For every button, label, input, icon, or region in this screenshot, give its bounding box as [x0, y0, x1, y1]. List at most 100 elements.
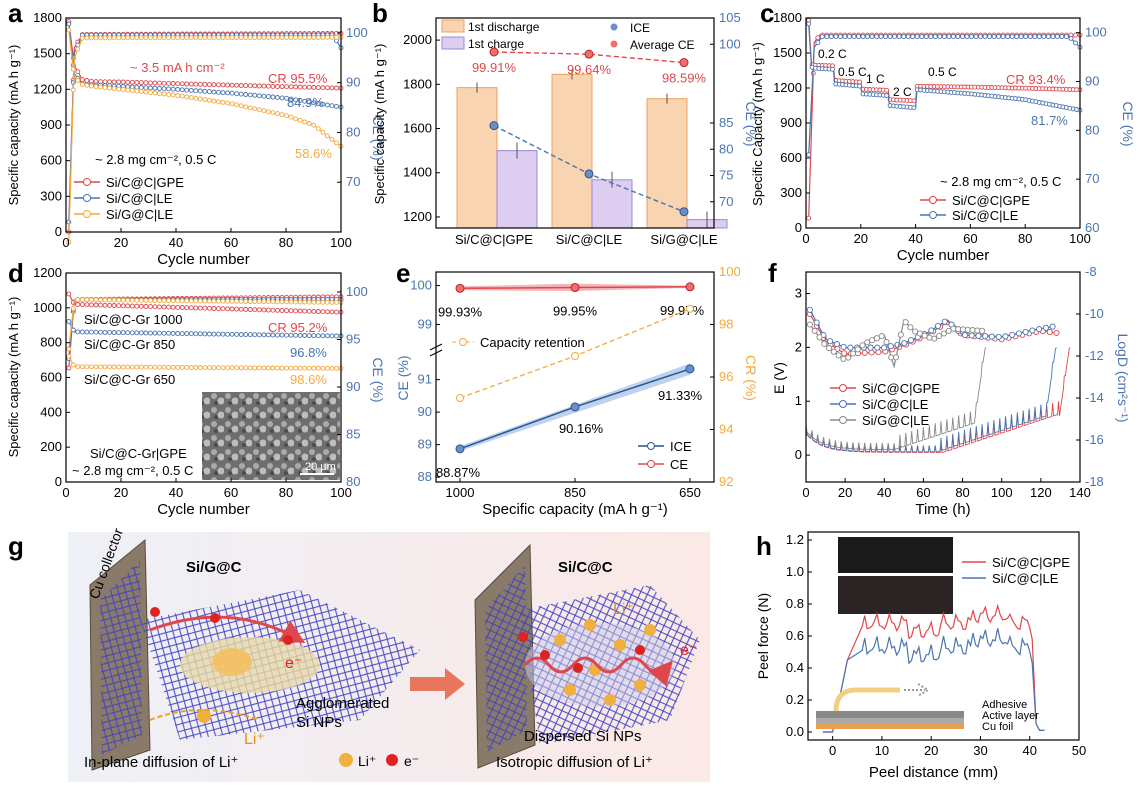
d-ce-2-point	[120, 297, 126, 303]
d-cap-2-point	[152, 364, 158, 370]
d-cap-2-point	[243, 365, 249, 371]
f-logd-1-point	[941, 318, 948, 325]
a-ce-Si/G@C|LE-point	[102, 35, 108, 41]
e-retention-point	[456, 394, 464, 402]
x-tick-label: 120	[1030, 485, 1052, 500]
c-ce-le-point	[1041, 34, 1047, 40]
a-cap-Si/C@C|LE-point	[279, 95, 285, 101]
a-cap-Si/G@C|LE-point	[166, 92, 172, 97]
d-cap-2-point	[188, 365, 194, 370]
a-ce-Si/G@C|LE-point	[265, 35, 271, 40]
c-rate-label: 0.5 C	[928, 65, 957, 79]
c-cap-le-point	[830, 66, 835, 72]
x-tick-label: 0	[802, 485, 809, 500]
a-ce-Si/G@C|LE-point	[79, 35, 85, 41]
a-cap-Si/C@C|LE-point	[202, 88, 208, 94]
y-tick-label: 1800	[773, 10, 802, 25]
d-cap-2-point	[134, 364, 140, 370]
panel-a: 0 20 40 60 80 100 0 300 600 900 1200 1500 1800 70 80 90…	[6, 10, 386, 268]
panel-b: Si/C@C|GPE Si/C@C|LE Si/G@C|LE 99.91% 99.64%…	[372, 10, 759, 247]
y-tick-label: 0	[55, 474, 62, 489]
d-cap-0-point	[252, 307, 258, 313]
c-ce-le-point	[1068, 35, 1074, 41]
x-tick-label: 140	[1069, 485, 1091, 500]
c-cap-gpe-point	[857, 79, 863, 85]
d-ce-2-point	[261, 299, 267, 305]
d-ce-2-point	[143, 297, 149, 303]
b-legend-ice-marker	[610, 23, 618, 31]
a-ce-Si/G@C|LE-point	[261, 35, 267, 41]
d-cap-1-point	[170, 330, 176, 336]
c-ce-le-point	[996, 34, 1002, 40]
c-ce-le-point	[1005, 34, 1011, 40]
c-ce-gpe-point	[1073, 32, 1078, 38]
d-cap-1-point	[102, 329, 108, 335]
a-ce-Si/G@C|LE-point	[84, 35, 90, 41]
a-cr-label: CR 95.5%	[268, 71, 328, 86]
d-cap-1-point	[234, 331, 240, 337]
a-cap-Si/G@C|LE-point	[247, 105, 253, 111]
d-cap-2-point	[111, 364, 117, 370]
h-series-1	[822, 628, 1045, 733]
d-cap-1-point	[84, 329, 90, 335]
d-cap-0-point	[120, 303, 126, 309]
panel-e: 99.93% 99.95% 99.97% 88.87% 90.16% 91.33% Capa…	[395, 264, 759, 518]
y-tick-label: 400	[40, 404, 62, 419]
f-legend-1-text: Si/C@C|LE	[862, 397, 929, 412]
b-avgce-point	[679, 58, 689, 68]
c-ce-le-point	[932, 34, 938, 40]
x-tick-label: 40	[877, 485, 891, 500]
b-category-label: Si/G@C|LE	[650, 232, 717, 247]
a-cap-Si/C@C|GPE-point	[157, 80, 162, 86]
d-cap-2-point	[179, 364, 185, 370]
a-cap-Si/C@C|GPE-point	[229, 82, 235, 88]
f-logd-2-point	[849, 350, 857, 357]
b-avgce-label: 99.64%	[567, 62, 612, 77]
a-ce-Si/G@C|LE-point	[179, 35, 185, 41]
d-cap-1-point	[197, 331, 203, 337]
a-cap-Si/C@C|GPE-point	[334, 85, 339, 91]
d-cap-2-point	[166, 364, 172, 370]
d-cap-0-point	[79, 302, 85, 308]
a-cap-Si/C@C|GPE-point	[197, 81, 203, 87]
a-cap-Si/G@C|LE-point	[120, 87, 126, 93]
c-ce-le-point	[987, 34, 993, 40]
e-x-tick-label: 850	[564, 485, 586, 500]
electron-dot	[210, 613, 220, 623]
d-cap-0-point	[206, 305, 212, 311]
d-cap-2-point	[261, 365, 267, 371]
c-ce-le-point	[1036, 34, 1042, 40]
d-ce-2-point	[70, 305, 76, 311]
d-cap-0-point	[297, 308, 303, 314]
a-cap-Si/C@C|LE-point	[234, 91, 240, 97]
c-ce-le-point	[978, 34, 983, 40]
d-ce-2-point	[306, 299, 312, 305]
d-cap-1-point	[225, 331, 231, 337]
d-cap-0-point	[125, 303, 131, 309]
d-cap-0-point	[220, 306, 226, 312]
h-layer-label: Cu foil	[982, 721, 1013, 733]
a-cap-Si/G@C|LE-point	[134, 88, 140, 94]
h-ylabel: Peel force (N)	[755, 593, 771, 679]
d-cap-0-point	[188, 305, 194, 311]
c-ce-le-line	[808, 36, 1081, 155]
d-cap-1-point	[211, 331, 217, 337]
a-cap-Si/C@C|GPE-point	[252, 83, 258, 89]
d-ce-2-point	[107, 297, 113, 303]
a-ce-Si/G@C|LE-point	[220, 35, 226, 41]
legend-e-label: e⁻	[404, 753, 419, 769]
c-ce-le-point	[960, 34, 965, 40]
d-cap-1-point	[324, 333, 330, 339]
d-cap-2-point	[252, 365, 258, 371]
h-peel-arrow	[904, 683, 930, 697]
d-cap-2-point	[315, 365, 321, 371]
d-cap-0-point	[170, 304, 176, 310]
a-cap-Si/C@C|GPE-point	[329, 85, 335, 91]
d-ce-2-point	[270, 299, 276, 305]
d-cap-2-point	[229, 365, 235, 371]
d-cap-0-point	[247, 307, 253, 312]
x-tick-label: 100	[991, 485, 1013, 500]
c-ce-le-point	[914, 34, 920, 40]
x-tick-label: 80	[955, 485, 969, 500]
a-cap-Si/C@C|GPE-point	[125, 79, 131, 85]
